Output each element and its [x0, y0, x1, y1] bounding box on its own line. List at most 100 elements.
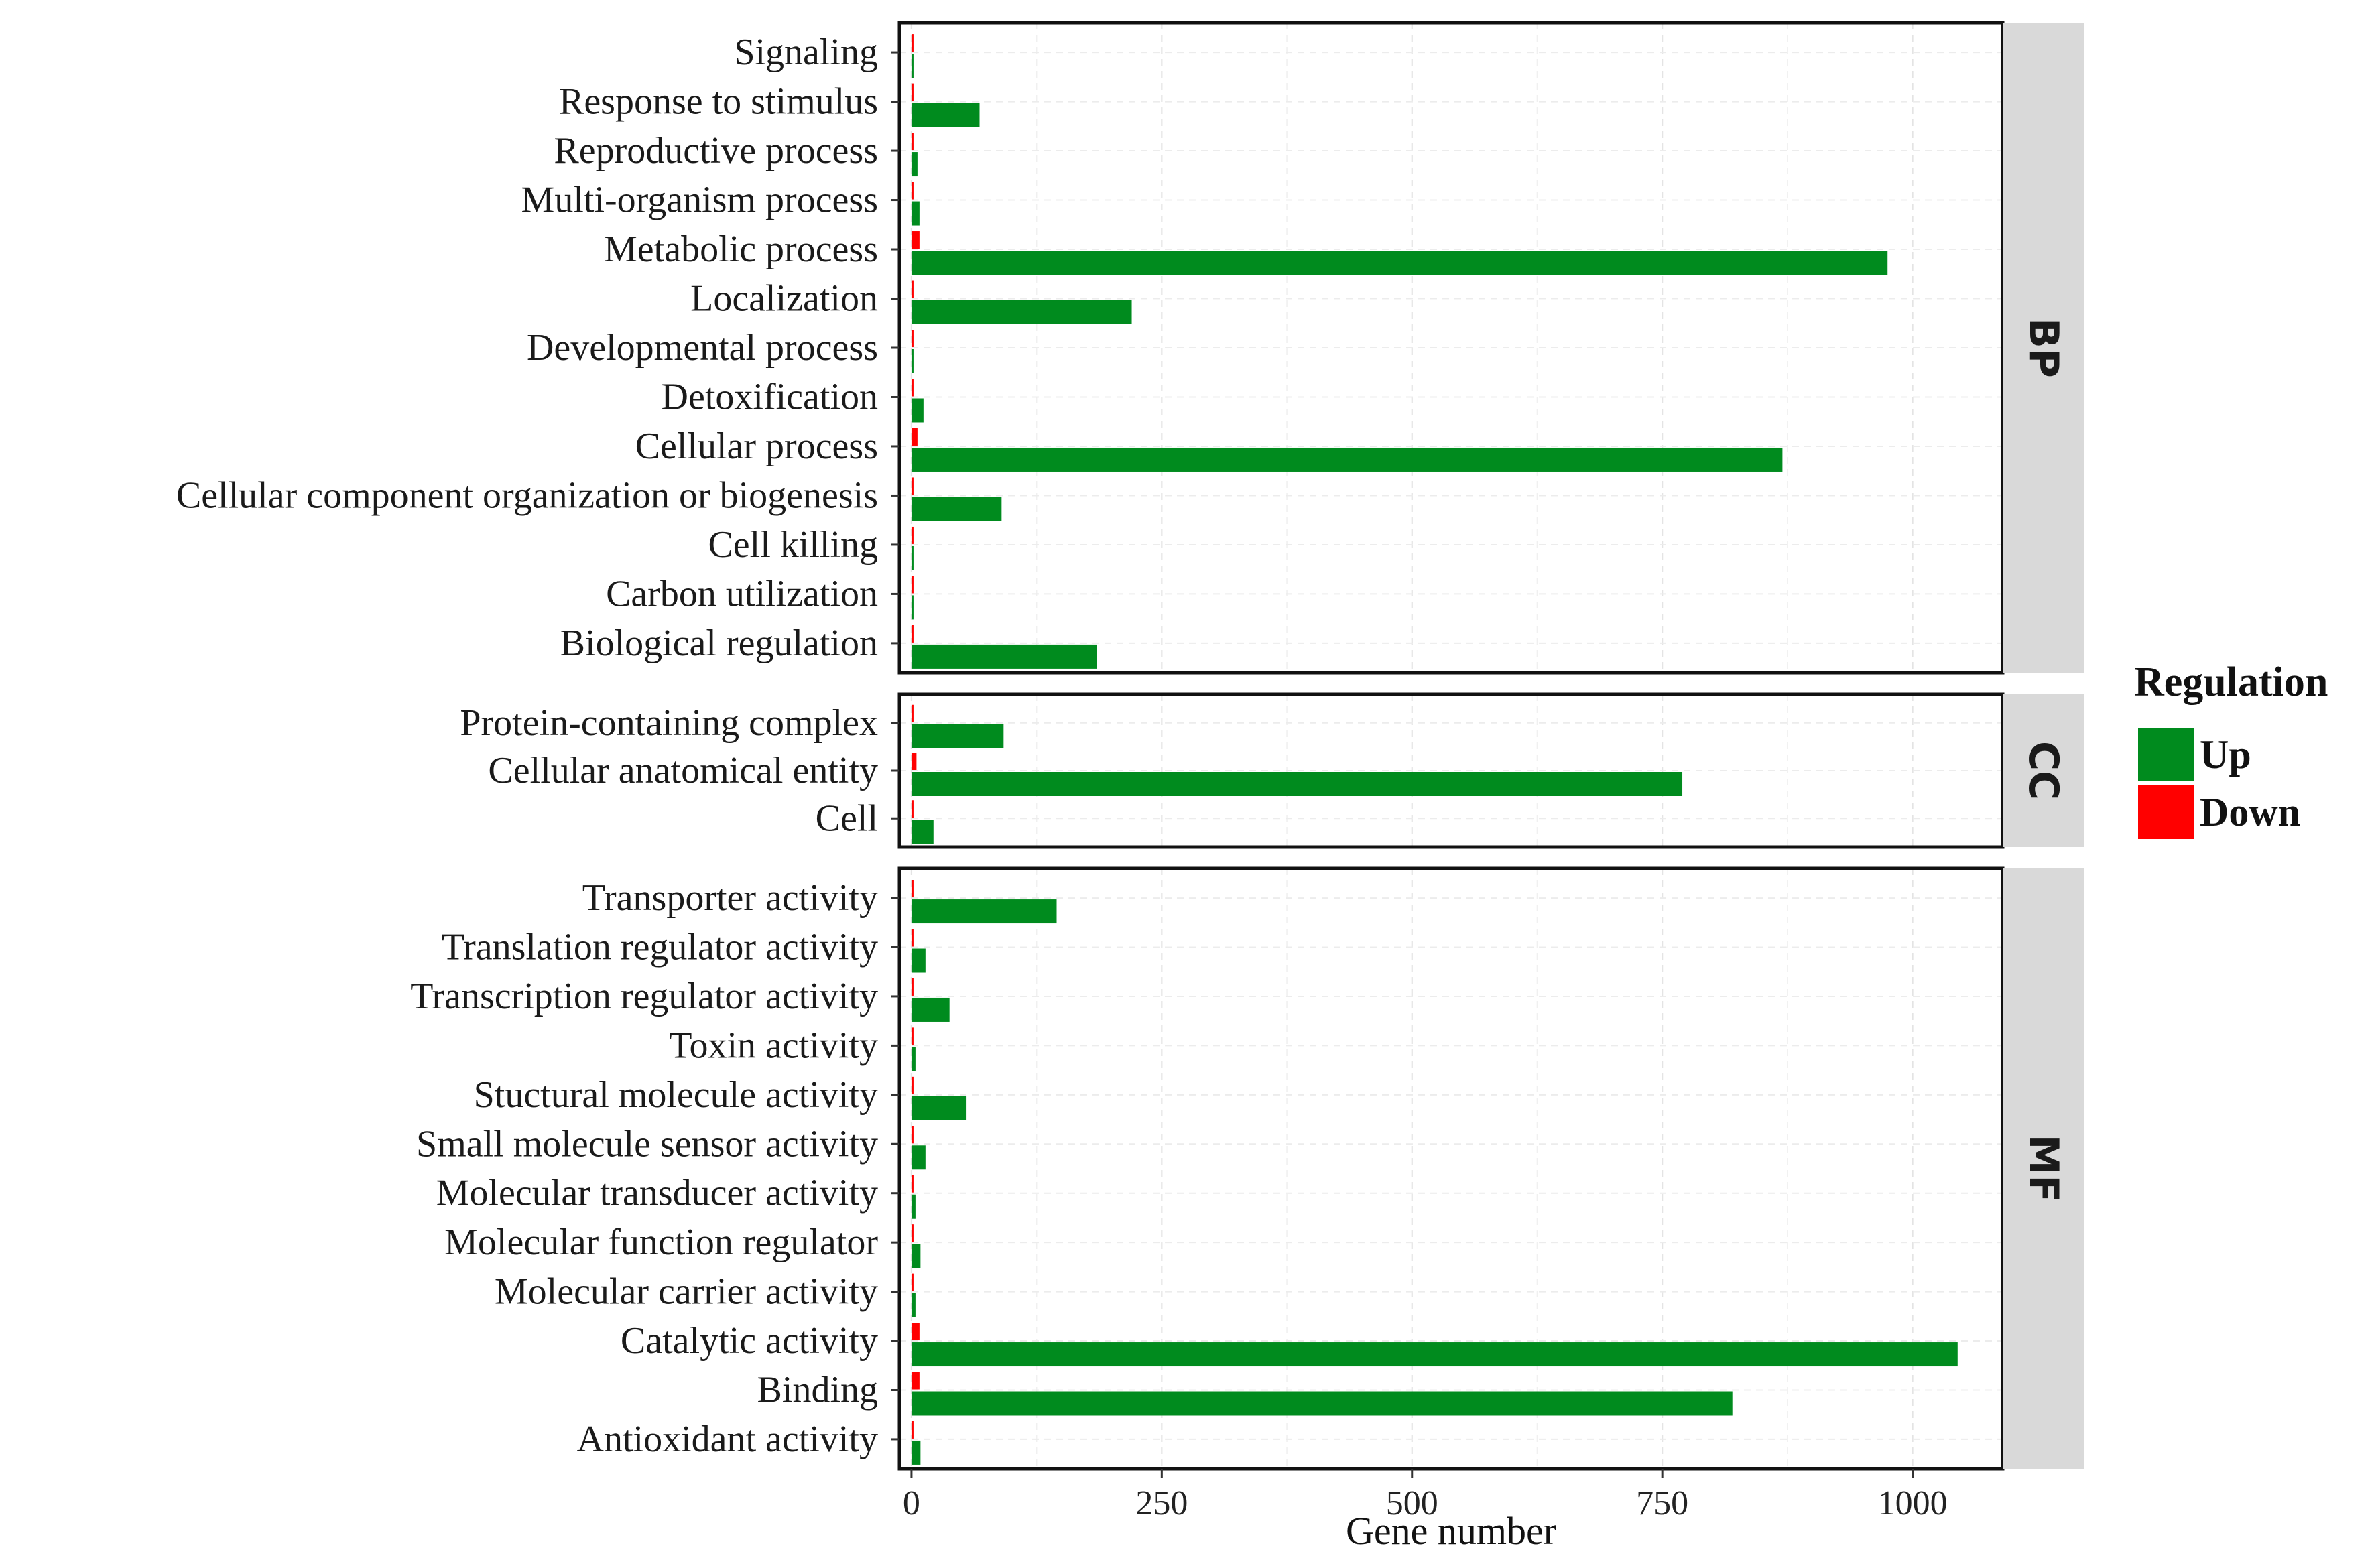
x-tick-label: 750: [1636, 1484, 1688, 1522]
legend-label-down: Down: [2200, 790, 2300, 834]
category-label: Antioxidant activity: [577, 1419, 878, 1460]
category-label: Multi-organism process: [521, 180, 878, 221]
bar-down-molecular-carrier-activity: [911, 1273, 914, 1291]
bar-up-toxin-activity: [911, 1047, 916, 1071]
bar-down-antioxidant-activity: [911, 1421, 914, 1439]
bar-up-signaling: [911, 54, 914, 78]
bar-down-biological-regulation: [911, 625, 914, 643]
bar-up-molecular-carrier-activity: [911, 1293, 916, 1317]
bar-up-localization: [911, 300, 1132, 324]
category-label: Cell: [816, 797, 878, 839]
x-tick-label: 250: [1135, 1484, 1188, 1522]
bar-down-signaling: [911, 34, 914, 52]
bar-up-transporter-activity: [911, 899, 1057, 924]
category-label: Molecular transducer activity: [436, 1173, 878, 1214]
bar-up-biological-regulation: [911, 644, 1097, 669]
bar-down-multi-organism-process: [911, 182, 914, 200]
bar-up-carbon-utilization: [911, 595, 914, 620]
legend-title: Regulation: [2134, 659, 2328, 705]
category-label: Cellular anatomical entity: [488, 750, 878, 791]
bar-down-detoxification: [911, 379, 914, 397]
bar-down-carbon-utilization: [911, 576, 914, 594]
bar-up-protein-containing-complex: [911, 724, 1004, 748]
bar-down-cellular-anatomical-entity: [911, 753, 917, 770]
grid-lines: [899, 23, 2003, 1469]
category-label: Signaling: [734, 31, 878, 73]
facet-strip-label: BP: [2020, 318, 2067, 378]
category-label: Metabolic process: [604, 228, 878, 270]
bar-up-molecular-function-regulator: [911, 1244, 921, 1268]
facet-strip-label: MF: [2020, 1135, 2067, 1203]
bar-up-translation-regulator-activity: [911, 948, 926, 973]
category-label: Detoxification: [662, 376, 878, 417]
category-label: Cellular process: [635, 426, 878, 467]
bar-down-molecular-function-regulator: [911, 1224, 914, 1242]
bar-up-stuctural-molecule-activity: [911, 1096, 967, 1120]
legend-label-up: Up: [2200, 732, 2251, 777]
bar-down-translation-regulator-activity: [911, 929, 914, 947]
bar-down-developmental-process: [911, 330, 914, 347]
category-label: Binding: [757, 1369, 878, 1411]
bar-up-cell-killing: [911, 545, 914, 570]
bar-up-transcription-regulator-activity: [911, 997, 950, 1022]
legend-swatch-down: [2138, 785, 2194, 839]
x-tick-label: 1000: [1878, 1484, 1948, 1522]
bar-up-catalytic-activity: [911, 1342, 1958, 1367]
category-label: Carbon utilization: [606, 573, 878, 614]
category-label: Molecular function regulator: [444, 1222, 878, 1263]
bar-down-metabolic-process: [911, 231, 920, 249]
bar-down-cell: [911, 800, 914, 818]
bar-down-cellular-process: [911, 428, 918, 446]
bar-down-molecular-transducer-activity: [911, 1175, 914, 1193]
bar-down-toxin-activity: [911, 1027, 914, 1045]
bar-down-transcription-regulator-activity: [911, 978, 914, 996]
category-label: Molecular carrier activity: [495, 1271, 878, 1313]
x-axis: Gene number 0 250 500 750 1000: [903, 1469, 1948, 1553]
facet-strip: [2003, 868, 2084, 1469]
bar-up-multi-organism-process: [911, 201, 920, 226]
bars: [911, 34, 1958, 1465]
bar-up-detoxification: [911, 398, 924, 423]
bar-up-antioxidant-activity: [911, 1440, 921, 1465]
category-label: Localization: [690, 278, 878, 320]
bar-down-cellular-component-organization-or-biogenesis: [911, 477, 914, 495]
bar-down-small-molecule-sensor-activity: [911, 1126, 914, 1144]
category-label: Response to stimulus: [559, 81, 878, 123]
x-tick-label: 0: [903, 1484, 920, 1522]
x-axis-title: Gene number: [1346, 1509, 1556, 1553]
category-label: Cell killing: [708, 524, 878, 566]
facet-strip: [2003, 694, 2084, 847]
bar-up-molecular-transducer-activity: [911, 1194, 916, 1219]
bar-down-localization: [911, 280, 914, 298]
facet-strips: BP CC MF: [2003, 23, 2084, 1469]
bar-up-cell: [911, 820, 934, 844]
bar-up-cellular-process: [911, 447, 1783, 472]
bar-down-reproductive-process: [911, 133, 914, 151]
bar-down-catalytic-activity: [911, 1323, 920, 1341]
bar-down-protein-containing-complex: [911, 704, 914, 722]
panel-background: [899, 23, 2003, 673]
category-label: Small molecule sensor activity: [416, 1123, 878, 1165]
category-labels: Signaling Response to stimulus Reproductiv…: [176, 31, 899, 1460]
bar-up-developmental-process: [911, 349, 914, 373]
legend-swatch-up: [2138, 728, 2194, 781]
category-label: Biological regulation: [560, 623, 878, 664]
category-label: Catalytic activity: [621, 1320, 878, 1362]
bar-down-stuctural-molecule-activity: [911, 1076, 914, 1094]
bar-up-response-to-stimulus: [911, 103, 980, 127]
bar-up-metabolic-process: [911, 251, 1888, 275]
bar-up-cellular-component-organization-or-biogenesis: [911, 497, 1002, 521]
facet-strip: [2003, 23, 2084, 673]
category-label: Transporter activity: [582, 877, 878, 919]
bar-down-response-to-stimulus: [911, 83, 914, 101]
bar-up-reproductive-process: [911, 152, 918, 177]
category-label: Toxin activity: [669, 1025, 878, 1066]
bar-down-cell-killing: [911, 526, 914, 544]
legend: Regulation Up Down: [2134, 659, 2328, 839]
category-label: Translation regulator activity: [442, 927, 878, 968]
category-label: Developmental process: [527, 327, 878, 369]
bar-down-binding: [911, 1372, 920, 1390]
bar-down-transporter-activity: [911, 880, 914, 898]
facet-strip-label: CC: [2020, 741, 2067, 800]
